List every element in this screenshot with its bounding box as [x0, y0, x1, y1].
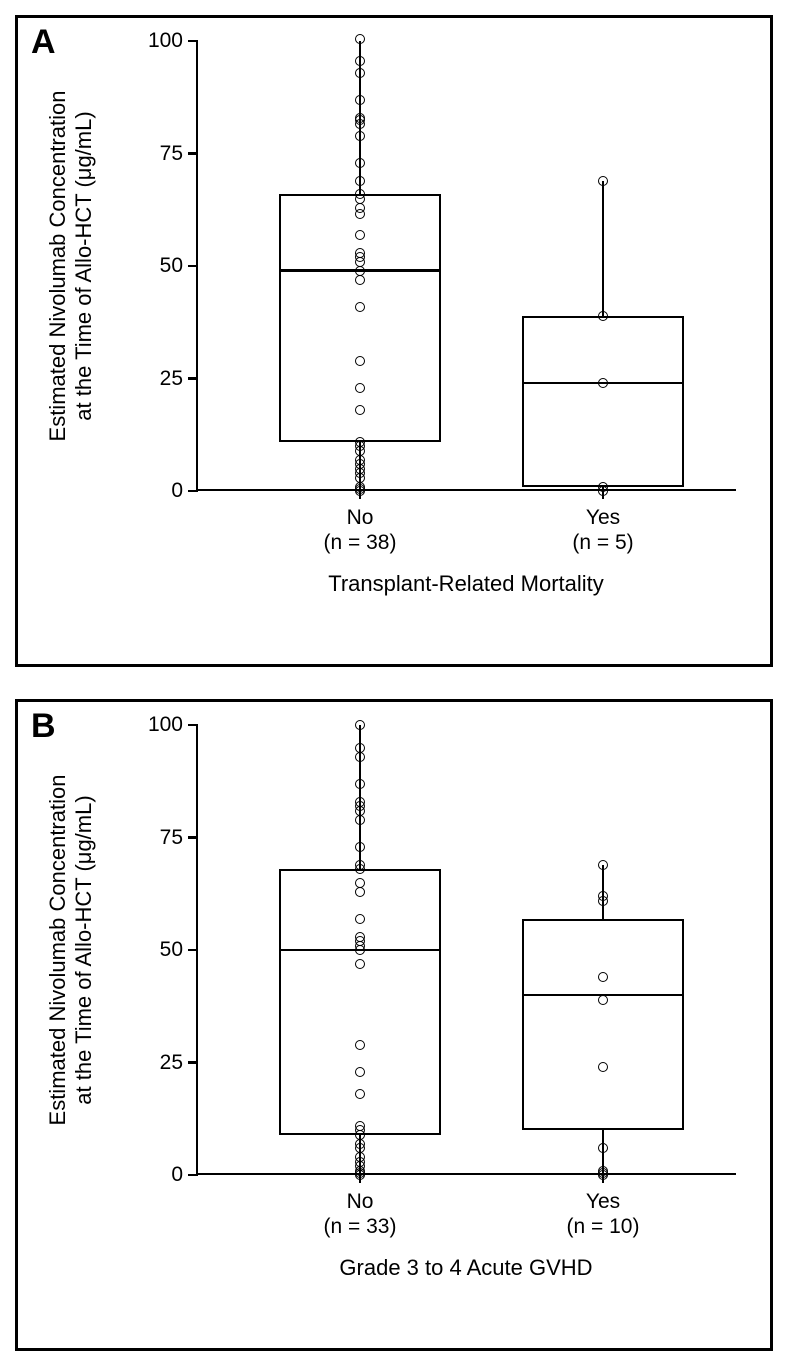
scatter-point	[355, 887, 365, 897]
panel-b-yaxis-label: Estimated Nivolumab Concentration at the…	[45, 710, 97, 1190]
scatter-point	[355, 815, 365, 825]
x-tick-label: No(n = 33)	[280, 1189, 440, 1239]
scatter-point	[355, 914, 365, 924]
scatter-point	[355, 752, 365, 762]
y-tick	[188, 377, 198, 380]
scatter-point	[355, 1067, 365, 1077]
scatter-point	[355, 131, 365, 141]
scatter-point	[355, 275, 365, 285]
y-tick	[188, 1061, 198, 1064]
scatter-point	[355, 56, 365, 66]
x-tick-label: Yes(n = 5)	[523, 505, 683, 555]
scatter-point	[355, 176, 365, 186]
y-tick	[188, 490, 198, 493]
panel-b-xaxis-label: Grade 3 to 4 Acute GVHD	[196, 1255, 736, 1281]
scatter-point	[355, 383, 365, 393]
y-tick-label: 75	[138, 142, 183, 166]
scatter-point	[355, 779, 365, 789]
scatter-point	[355, 405, 365, 415]
y-tick	[188, 265, 198, 268]
scatter-point	[598, 486, 608, 496]
scatter-point	[355, 230, 365, 240]
scatter-point	[598, 1170, 608, 1180]
panel-a-yaxis-label: Estimated Nivolumab Concentration at the…	[45, 26, 97, 506]
scatter-point	[598, 896, 608, 906]
scatter-point	[598, 176, 608, 186]
y-tick	[188, 949, 198, 952]
x-tick-label: No(n = 38)	[280, 505, 440, 555]
scatter-point	[355, 95, 365, 105]
scatter-point	[355, 720, 365, 730]
y-tick-label: 100	[138, 29, 183, 53]
y-tick-label: 0	[138, 479, 183, 503]
panel-a-plot-area: 0255075100No(n = 38)Yes(n = 5)	[196, 41, 736, 491]
y-tick-label: 75	[138, 826, 183, 850]
y-tick	[188, 836, 198, 839]
scatter-point	[598, 972, 608, 982]
panel-a-yaxis-label-line1: Estimated Nivolumab Concentration	[45, 91, 70, 442]
scatter-point	[355, 1040, 365, 1050]
y-tick-label: 25	[138, 367, 183, 391]
scatter-point	[355, 302, 365, 312]
scatter-point	[355, 959, 365, 969]
y-tick-label: 25	[138, 1051, 183, 1075]
scatter-point	[355, 1089, 365, 1099]
figure-container: A Estimated Nivolumab Concentration at t…	[0, 0, 786, 1364]
x-tick-label: Yes(n = 10)	[523, 1189, 683, 1239]
scatter-point	[355, 356, 365, 366]
scatter-point	[355, 209, 365, 219]
y-tick-label: 50	[138, 938, 183, 962]
scatter-point	[598, 378, 608, 388]
scatter-point	[598, 1062, 608, 1072]
scatter-point	[355, 486, 365, 496]
panel-a-yaxis-label-line2: at the Time of Allo-HCT (μg/mL)	[71, 111, 96, 420]
scatter-point	[598, 1143, 608, 1153]
panel-b-yaxis-label-line2: at the Time of Allo-HCT (μg/mL)	[71, 795, 96, 1104]
scatter-point	[598, 311, 608, 321]
box-whisker	[602, 181, 605, 316]
scatter-point	[355, 34, 365, 44]
scatter-point	[355, 945, 365, 955]
box-rect	[522, 919, 684, 1131]
y-tick-label: 50	[138, 254, 183, 278]
panel-b-plot-area: 0255075100No(n = 33)Yes(n = 10)	[196, 725, 736, 1175]
scatter-point	[355, 68, 365, 78]
y-tick	[188, 40, 198, 43]
y-tick-label: 0	[138, 1163, 183, 1187]
box-rect	[522, 316, 684, 487]
y-tick	[188, 152, 198, 155]
panel-b-yaxis-label-line1: Estimated Nivolumab Concentration	[45, 775, 70, 1126]
scatter-point	[355, 842, 365, 852]
panel-a-xaxis-label: Transplant-Related Mortality	[196, 571, 736, 597]
scatter-point	[355, 119, 365, 129]
y-tick	[188, 724, 198, 727]
y-tick	[188, 1174, 198, 1177]
scatter-point	[598, 860, 608, 870]
scatter-point	[355, 1170, 365, 1180]
y-tick-label: 100	[138, 713, 183, 737]
scatter-point	[598, 995, 608, 1005]
scatter-point	[355, 158, 365, 168]
scatter-point	[355, 864, 365, 874]
